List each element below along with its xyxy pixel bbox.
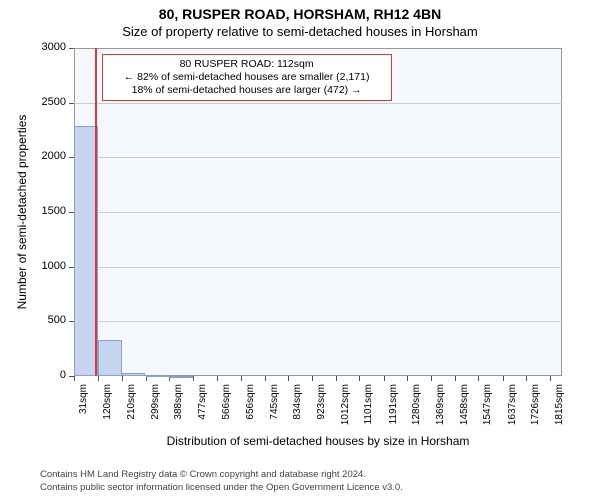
x-tick-label: 656sqm xyxy=(245,384,256,436)
x-tick-mark xyxy=(526,376,527,381)
x-tick-label: 566sqm xyxy=(221,384,232,436)
histogram-bar xyxy=(146,375,170,377)
x-tick-mark xyxy=(241,376,242,381)
page-title: 80, RUSPER ROAD, HORSHAM, RH12 4BN xyxy=(0,0,600,22)
page-subtitle: Size of property relative to semi-detach… xyxy=(0,22,600,39)
x-tick-label: 834sqm xyxy=(292,384,303,436)
x-tick-label: 745sqm xyxy=(269,384,280,436)
x-tick-mark xyxy=(455,376,456,381)
grid-line xyxy=(74,103,562,104)
y-tick-label: 0 xyxy=(30,369,66,381)
x-tick-mark xyxy=(431,376,432,381)
y-tick-mark xyxy=(69,103,74,104)
x-tick-mark xyxy=(550,376,551,381)
x-tick-mark xyxy=(359,376,360,381)
x-tick-mark xyxy=(336,376,337,381)
y-tick-mark xyxy=(69,48,74,49)
annotation-line: 18% of semi-detached houses are larger (… xyxy=(109,84,385,97)
x-tick-label: 1101sqm xyxy=(363,384,374,436)
x-tick-mark xyxy=(288,376,289,381)
x-tick-mark xyxy=(312,376,313,381)
grid-line xyxy=(74,321,562,322)
histogram-bar xyxy=(122,373,146,376)
x-tick-mark xyxy=(407,376,408,381)
annotation-line: ← 82% of semi-detached houses are smalle… xyxy=(109,71,385,84)
y-tick-label: 500 xyxy=(30,314,66,326)
x-tick-label: 1191sqm xyxy=(388,384,399,436)
y-tick-label: 1000 xyxy=(30,260,66,272)
chart-container: 80, RUSPER ROAD, HORSHAM, RH12 4BN Size … xyxy=(0,0,600,500)
x-tick-label: 210sqm xyxy=(126,384,137,436)
histogram-bar xyxy=(169,376,193,378)
x-tick-label: 1280sqm xyxy=(411,384,422,436)
y-tick-label: 3000 xyxy=(30,41,66,53)
x-tick-mark xyxy=(98,376,99,381)
x-tick-label: 1726sqm xyxy=(530,384,541,436)
x-tick-mark xyxy=(217,376,218,381)
x-tick-mark xyxy=(74,376,75,381)
x-tick-label: 1458sqm xyxy=(459,384,470,436)
copyright-line: Contains HM Land Registry data © Crown c… xyxy=(40,469,403,481)
x-tick-label: 1547sqm xyxy=(482,384,493,436)
x-tick-label: 120sqm xyxy=(102,384,113,436)
x-tick-label: 477sqm xyxy=(197,384,208,436)
annotation-line: 80 RUSPER ROAD: 112sqm xyxy=(109,58,385,71)
annotation-box: 80 RUSPER ROAD: 112sqm ← 82% of semi-det… xyxy=(102,54,392,101)
x-tick-mark xyxy=(193,376,194,381)
x-tick-label: 1815sqm xyxy=(554,384,565,436)
y-tick-label: 1500 xyxy=(30,205,66,217)
y-tick-label: 2000 xyxy=(30,150,66,162)
x-tick-label: 388sqm xyxy=(173,384,184,436)
x-tick-mark xyxy=(384,376,385,381)
x-tick-mark xyxy=(265,376,266,381)
x-tick-label: 299sqm xyxy=(150,384,161,436)
x-tick-label: 1369sqm xyxy=(435,384,446,436)
copyright: Contains HM Land Registry data © Crown c… xyxy=(40,469,403,494)
x-tick-mark xyxy=(122,376,123,381)
marker-line xyxy=(95,48,97,376)
x-tick-label: 1012sqm xyxy=(340,384,351,436)
x-tick-mark xyxy=(503,376,504,381)
x-tick-label: 923sqm xyxy=(316,384,327,436)
y-tick-label: 2500 xyxy=(30,96,66,108)
histogram-bar xyxy=(98,340,122,376)
x-tick-mark xyxy=(478,376,479,381)
x-axis-title: Distribution of semi-detached houses by … xyxy=(74,434,562,448)
grid-line xyxy=(74,267,562,268)
grid-line xyxy=(74,212,562,213)
x-tick-label: 1637sqm xyxy=(507,384,518,436)
x-tick-label: 31sqm xyxy=(78,384,89,436)
copyright-line: Contains public sector information licen… xyxy=(40,482,403,494)
y-axis-title: Number of semi-detached properties xyxy=(15,112,29,312)
grid-line xyxy=(74,157,562,158)
